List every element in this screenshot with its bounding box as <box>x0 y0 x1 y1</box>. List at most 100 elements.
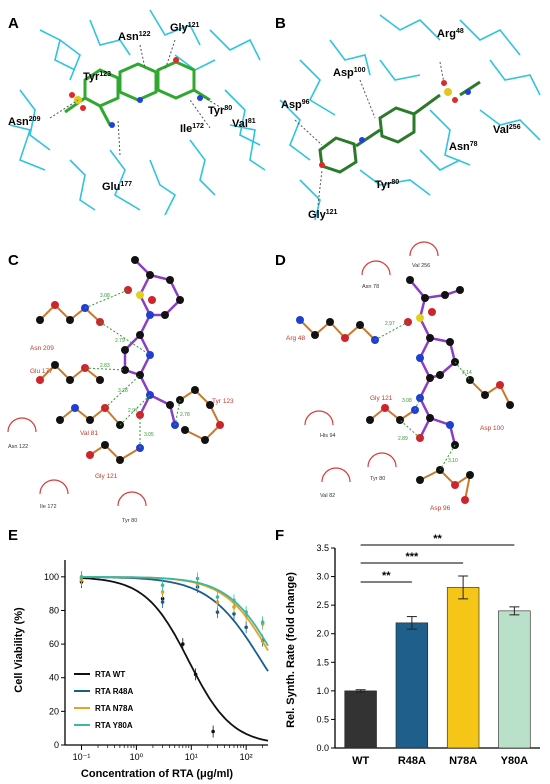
e-data-point <box>232 612 236 616</box>
f-ytick-label: 3.0 <box>316 572 329 582</box>
hbond-distance: 2.79 <box>115 338 125 344</box>
e-data-point <box>211 729 215 734</box>
e-ytick-label: 80 <box>49 605 59 615</box>
res-label: Tyr80 <box>208 105 232 117</box>
e-data-point <box>195 576 200 581</box>
hbond-distance: 3.14 <box>462 370 472 376</box>
res-label: Asn78 <box>449 141 478 153</box>
f-ytick-label: 2.0 <box>316 629 329 639</box>
residue-name: Gly 121 <box>370 395 393 402</box>
e-data-point <box>232 605 236 609</box>
e-data-point <box>260 620 265 625</box>
residue-name: Asn 122 <box>8 444 28 450</box>
panel-a: A <box>8 9 266 216</box>
panel-b-letter: B <box>275 15 286 32</box>
panel-c-residue-names: Asn 209 Glu 177 Val 81 Gly 121 Tyr 123 A… <box>8 345 234 524</box>
f-bar <box>344 690 377 749</box>
e-data-point <box>180 642 185 646</box>
panel-b-protein-sticks <box>279 14 541 221</box>
panel-c-hydrophobic-arcs <box>7 417 147 507</box>
f-ytick-label: 2.5 <box>316 600 329 610</box>
e-axes <box>61 560 268 750</box>
panel-c-letter: C <box>8 252 19 269</box>
e-data-point <box>160 583 165 588</box>
e-fit-curve <box>81 576 269 652</box>
hbond-distance: 2.97 <box>128 408 138 414</box>
e-fit-curve <box>81 576 269 672</box>
hbond-distance: 3.08 <box>100 293 110 299</box>
e-ytick-label: 60 <box>49 639 59 649</box>
f-category-label: Y80A <box>501 755 529 767</box>
e-ytick-label: 40 <box>49 673 59 683</box>
panel-e: E Cell Viability (%) Concentration of RT… <box>8 527 269 780</box>
panel-c-atoms <box>36 256 224 464</box>
panel-a-letter: A <box>8 15 19 32</box>
e-xtick-label: 10¹ <box>185 752 198 762</box>
f-category-label: R48A <box>398 755 426 767</box>
f-ytick-label: 1.0 <box>316 686 329 696</box>
f-bar <box>446 587 480 749</box>
res-label: Asp96 <box>281 99 310 111</box>
panel-d-letter: D <box>275 252 286 269</box>
legend-label: RTA WT <box>95 670 125 679</box>
e-data-point <box>160 590 165 594</box>
f-bar <box>498 610 531 749</box>
hbond-distance: 3.28 <box>118 388 128 394</box>
e-data-point <box>215 595 220 599</box>
f-category-label: WT <box>352 755 369 767</box>
panel-b-ligand <box>318 80 481 174</box>
f-ytick-label: 3.5 <box>316 543 329 553</box>
panel-c: C <box>7 252 234 524</box>
res-label: Gly121 <box>170 22 200 34</box>
res-label: Glu177 <box>102 181 132 193</box>
panel-d-hbond-distances: 2.97 3.14 3.08 2.89 3.10 <box>385 321 472 464</box>
res-label: Asn209 <box>8 116 41 128</box>
panel-a-hbonds <box>49 39 226 156</box>
f-sig-label: *** <box>405 551 419 563</box>
e-ytick-labels: 0 20 40 60 80 100 <box>44 572 59 750</box>
residue-name: Tyr 80 <box>122 518 137 524</box>
panel-f: F Rel. Synth. Rate (fold change) 0.0 0.5… <box>275 527 540 767</box>
f-ytick-labels: 0.0 0.5 1.0 1.5 2.0 2.5 3.0 3.5 <box>316 543 329 753</box>
res-label: Tyr123 <box>83 71 111 83</box>
e-ytick-label: 100 <box>44 572 59 582</box>
e-ylabel: Cell Viability (%) <box>13 607 25 693</box>
f-sig-label: ** <box>382 570 391 582</box>
residue-name: Tyr 123 <box>212 398 234 405</box>
hbond-distance: 2.83 <box>100 363 110 369</box>
residue-name: Arg 48 <box>286 335 306 342</box>
hbond-distance: 3.10 <box>448 458 458 464</box>
legend-label: RTA R48A <box>95 687 133 696</box>
e-xlabel: Concentration of RTA (μg/ml) <box>81 768 233 780</box>
f-ytick-label: 0.0 <box>316 743 329 753</box>
e-ytick-label: 20 <box>49 706 59 716</box>
e-series <box>79 570 269 742</box>
e-fit-curve <box>81 576 269 647</box>
f-category-labels: WT R48A N78A Y80A <box>352 755 528 767</box>
e-xtick-label: 10⁻¹ <box>73 752 91 762</box>
hbond-distance: 2.97 <box>385 321 395 327</box>
e-data-point <box>232 598 236 603</box>
e-data-point <box>244 625 248 630</box>
f-ytick-label: 0.5 <box>316 714 329 724</box>
panel-d-hbond-lines <box>374 321 471 471</box>
e-xtick-labels: 10⁻¹ 10⁰ 10¹ 10² <box>73 752 253 762</box>
f-ylabel: Rel. Synth. Rate (fold change) <box>285 572 297 728</box>
panel-b-ligand-atoms <box>319 80 471 168</box>
hbond-distance: 2.89 <box>398 436 408 442</box>
panel-f-letter: F <box>275 527 284 544</box>
e-data-point <box>193 672 198 677</box>
panel-d-residue-bonds <box>299 319 511 501</box>
res-label: Asp100 <box>333 67 366 79</box>
panel-d-residue-names: Arg 48 Gly 121 Asp 100 Asp 96 Val 256 As… <box>286 263 504 512</box>
hbond-distance: 2.78 <box>180 412 190 418</box>
panel-c-hbond-distances: 3.08 2.79 2.83 3.28 2.97 3.05 2.78 <box>100 293 190 438</box>
e-xtick-label: 10² <box>240 752 253 762</box>
residue-name: Val 256 <box>412 263 430 269</box>
hbond-distance: 3.05 <box>144 432 154 438</box>
e-data-point <box>215 610 220 614</box>
e-legend: RTA WT RTA R48A RTA N78A RTA Y80A <box>74 670 133 730</box>
panel-d: D <box>275 241 514 512</box>
f-significance: ** *** ** <box>382 533 443 582</box>
